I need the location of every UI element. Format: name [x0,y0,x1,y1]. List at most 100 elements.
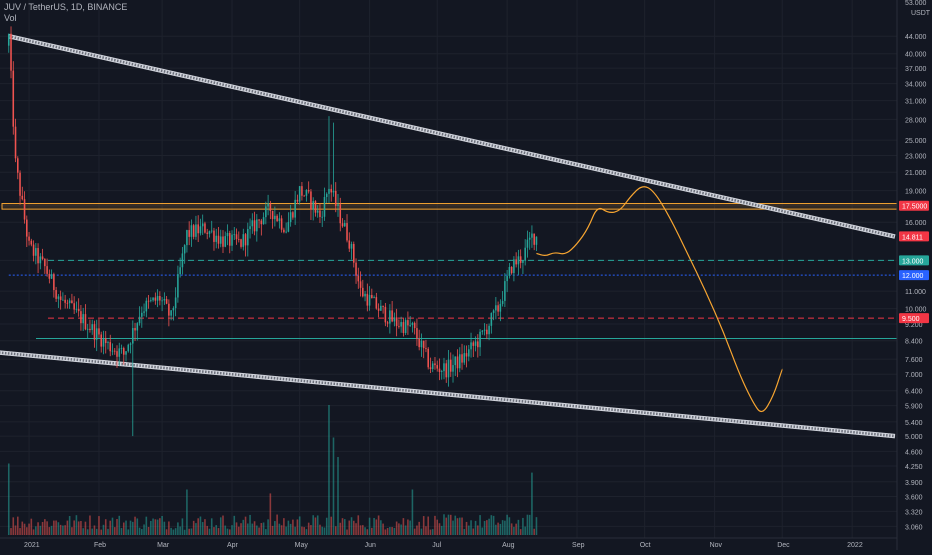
candle-body [481,330,484,332]
volume-bar [402,518,405,535]
candle-body [256,219,258,232]
price-axis[interactable]: 44.000 40.000 37.000 34.000 31.000 28.000 25.0… [896,0,931,550]
volume-bar [506,514,508,535]
candle-body [452,365,454,372]
candle-body [504,281,506,301]
volume-bar [80,520,82,535]
candle-body [303,195,305,197]
candle-body [26,219,28,237]
candle-body [377,308,380,311]
volume-bar [127,529,130,535]
time-tick-label: Oct [640,542,651,549]
volume-bar [23,523,26,535]
price-tick-label: 3.060 [905,524,923,531]
time-axis[interactable]: 2021 Feb Mar Apr May Jun Jul Aug Sep Oct Nov Dec 202… [0,537,897,549]
candle-body [528,237,531,240]
volume-bar [486,520,488,535]
volume-bar [531,472,533,535]
candle-body [458,354,461,369]
volume-bar [37,522,39,535]
candle-body [359,281,362,288]
projection-path[interactable] [536,186,783,413]
candle-body [217,235,220,244]
volume-bar [154,519,157,535]
candle-body [104,338,107,344]
candle-body [375,297,378,309]
candle-body [226,232,229,237]
volume-bar [64,525,66,535]
time-tick-label: Aug [502,542,515,549]
volume-bar [337,457,339,535]
trendlines[interactable] [0,34,896,439]
candle-body [265,206,267,218]
volume-bar [35,526,37,535]
horizontal-levels[interactable] [1,203,898,340]
candle-body [150,300,152,302]
candle-body [208,231,211,234]
candle-body [416,328,418,340]
volume-bar [368,517,371,535]
volume-bar [501,520,504,535]
candle-body [346,223,348,241]
candle-body [472,342,475,346]
volume-bar [407,519,409,535]
time-tick-label: Sep [572,542,585,549]
volume-bar [296,519,299,535]
volume-bar [104,519,107,535]
price-tick-label: 7.000 [905,372,923,379]
candle-body [19,172,21,196]
candle-body [80,311,82,324]
candle-body [159,296,161,301]
volume-bar [400,524,402,535]
volume-bar [528,514,531,535]
candle-body [402,322,405,334]
price-tick-label: 31.000 [905,99,927,106]
candle-body [55,290,57,299]
candle-body [418,339,420,348]
candle-body [37,248,39,264]
candle-body [237,239,240,240]
candle-body [271,210,274,220]
candle-body [443,363,445,372]
volume-bar [213,527,215,535]
candle-body [84,314,87,330]
candle-body [244,234,247,246]
volume-bar [228,529,231,535]
projection-curve [536,186,783,413]
candle-body [474,341,477,346]
volume-bar [247,523,249,535]
price-tick-label: 3.320 [905,509,923,516]
price-tick-label: 6.400 [905,389,923,396]
volume-bar [168,521,170,535]
candle-body [380,305,382,311]
volume-bar [86,529,89,535]
candle-body [364,293,366,297]
volume-bar [100,529,103,535]
volume-bar [249,514,251,535]
volume-bar [190,528,193,535]
volume-bar [477,525,479,535]
candle-body [242,234,245,247]
volume-bar [350,517,353,535]
candle-body [260,220,263,225]
candle-body [165,298,168,304]
candle-body [107,342,109,344]
candle-body [231,234,233,246]
candle-body [23,199,26,220]
candle-body [48,273,51,279]
candle-body [366,293,369,306]
volume-bar [161,515,163,535]
candle-body [301,186,303,196]
candle-body [422,340,425,349]
candle-body [21,195,24,200]
volume-bar [181,518,184,535]
volume-bar [95,528,98,535]
candle-body [147,300,150,302]
candle-body [183,245,186,254]
volume-bar [283,518,285,535]
candle-body [404,320,407,334]
volume-bar [53,520,55,535]
chart-legend: JUV / TetherUS, 1D, BINANCE Vol [4,2,127,24]
